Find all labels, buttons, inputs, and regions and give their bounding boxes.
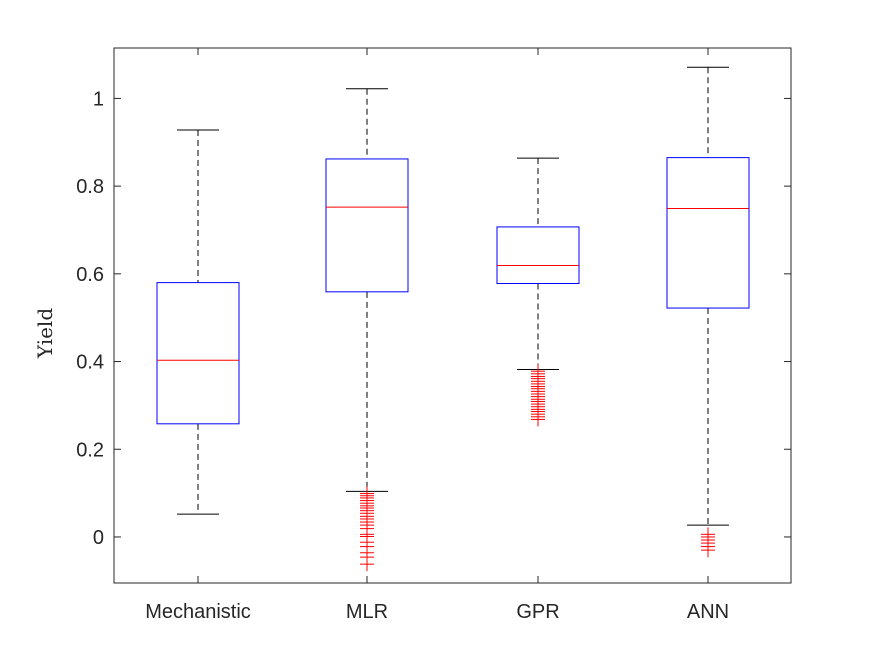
box-group-1 (325, 88, 409, 572)
iqr-box (325, 158, 409, 293)
x-tick-label: Mechanistic (145, 601, 251, 623)
x-tick-label: ANN (687, 601, 729, 623)
box-group-0 (156, 129, 240, 515)
y-tick-label: 0.2 (76, 439, 104, 461)
y-tick-label: 0.4 (76, 352, 104, 374)
y-axis-label: Yield (33, 308, 57, 359)
x-tick-label: GPR (516, 601, 559, 623)
iqr-box (156, 282, 240, 425)
y-tick-label: 0 (93, 527, 104, 549)
box-group-3 (666, 66, 750, 558)
box-group-2 (496, 157, 580, 427)
outlier-point (360, 557, 374, 572)
y-axis-ticks: 0 0.2 0.4 0.6 0.8 1 (76, 88, 791, 549)
x-axis-ticks: Mechanistic MLR GPR ANN (145, 48, 729, 623)
y-tick-label: 0.6 (76, 264, 104, 286)
x-tick-label: MLR (346, 601, 388, 623)
outlier-point (701, 543, 715, 558)
iqr-box (496, 226, 580, 284)
boxes-layer (156, 66, 750, 572)
y-tick-label: 0.8 (76, 176, 104, 198)
plot-area (113, 47, 792, 584)
iqr-box (666, 157, 750, 309)
y-tick-label: 1 (93, 88, 104, 110)
outlier-point (531, 412, 545, 427)
